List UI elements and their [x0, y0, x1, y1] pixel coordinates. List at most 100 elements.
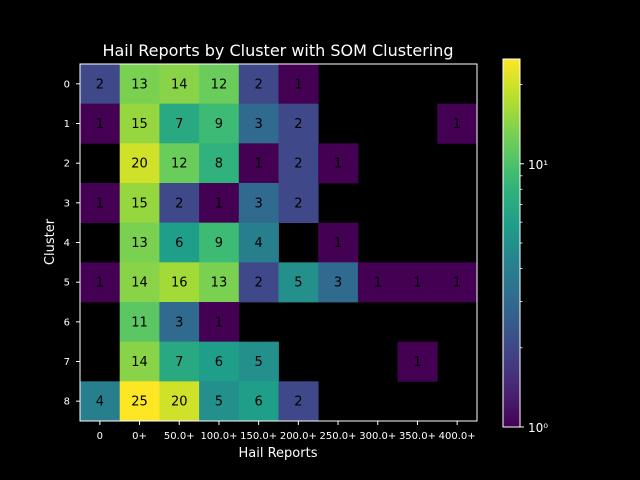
heatmap-cell: [199, 143, 240, 184]
heatmap-cell: [159, 341, 200, 382]
y-tick-label: 6: [64, 317, 70, 328]
y-axis-label: Cluster: [43, 218, 58, 265]
y-tick-label: 0: [64, 79, 70, 90]
heatmap-cell: [159, 64, 200, 105]
heatmap-cell: [119, 341, 160, 382]
heatmap-cell: [199, 103, 240, 144]
cell-value-label: 13: [211, 276, 228, 291]
cell-value-label: 7: [175, 355, 183, 370]
cell-value-label: 1: [413, 276, 421, 291]
cell-value-label: 5: [294, 276, 302, 291]
cell-value-label: 1: [96, 196, 104, 211]
cell-value-label: 1: [453, 276, 461, 291]
heatmap-cell: [278, 64, 319, 105]
heatmap-cell: [278, 262, 319, 303]
cell-value-label: 3: [175, 315, 183, 330]
heatmap-cell: [278, 381, 319, 422]
x-tick-label: 350.0+: [399, 431, 436, 442]
cell-value-label: 2: [294, 196, 302, 211]
heatmap-cell: [199, 381, 240, 422]
cell-value-label: 16: [171, 276, 188, 291]
cell-value-label: 1: [334, 236, 342, 251]
heatmap-cell: [80, 381, 121, 422]
cell-value-label: 5: [255, 355, 263, 370]
heatmap-cell: [199, 341, 240, 382]
heatmap-cell: [238, 222, 279, 263]
heatmap-cell: [238, 143, 279, 184]
cell-value-label: 12: [211, 77, 228, 92]
heatmap-cell: [199, 64, 240, 105]
heatmap-cell: [119, 381, 160, 422]
heatmap-cell: [159, 222, 200, 263]
heatmap-cell: [318, 143, 359, 184]
heatmap-cell: [278, 183, 319, 224]
heatmap-cell: [199, 222, 240, 263]
heatmap-cell: [159, 381, 200, 422]
cell-value-label: 3: [255, 117, 263, 132]
cell-value-label: 2: [255, 77, 263, 92]
cell-value-label: 3: [255, 196, 263, 211]
cell-value-label: 14: [171, 77, 188, 92]
colorbar: 10⁰ 10¹: [502, 58, 548, 435]
heatmap-cell: [119, 143, 160, 184]
heatmap-cell: [80, 183, 121, 224]
heatmap-cell: [159, 262, 200, 303]
cell-value-label: 1: [374, 276, 382, 291]
heatmap-cell: [119, 262, 160, 303]
heatmap-cell: [159, 103, 200, 144]
heatmap-cell: [278, 143, 319, 184]
colorbar-tick-label: 10⁰: [528, 421, 548, 435]
chart-title: Hail Reports by Cluster with SOM Cluster…: [102, 41, 453, 60]
heatmap-cell: [199, 183, 240, 224]
y-tick-label: 4: [64, 238, 70, 249]
plot-area: 2 13 14 12 2 11 15 7 9 3 2 120 12 8 1 2 11 15 2 1 3 213 6 9 4 11 1…: [64, 63, 478, 442]
heatmap-cell: [159, 143, 200, 184]
heatmap-cell: [199, 262, 240, 303]
heatmap-cell: [397, 341, 438, 382]
heatmap-cell: [80, 262, 121, 303]
cell-value-label: 1: [413, 355, 421, 370]
heatmap-cell: [199, 302, 240, 343]
heatmap-cell: [357, 262, 398, 303]
heatmap-cell: [238, 262, 279, 303]
cell-value-label: 2: [175, 196, 183, 211]
heatmap-cell: [119, 64, 160, 105]
cell-value-label: 20: [171, 395, 188, 410]
cell-value-label: 15: [131, 117, 148, 132]
cell-value-label: 9: [215, 117, 223, 132]
cell-value-label: 2: [294, 395, 302, 410]
cell-value-label: 5: [215, 395, 223, 410]
cell-value-label: 1: [96, 276, 104, 291]
heatmap-cell: [238, 341, 279, 382]
heatmap-cell: [318, 262, 359, 303]
cell-value-label: 25: [131, 395, 148, 410]
cell-value-label: 11: [131, 315, 148, 330]
heatmap-cell: [119, 103, 160, 144]
x-tick-label: 150.0+: [240, 431, 277, 442]
heatmap-cell: [159, 183, 200, 224]
cell-value-label: 4: [255, 236, 263, 251]
y-tick-label: 3: [64, 198, 70, 209]
y-tick-label: 2: [64, 159, 70, 170]
heatmap-cell: [119, 302, 160, 343]
heatmap-cell: [437, 262, 478, 303]
cell-value-label: 1: [334, 157, 342, 172]
cell-value-label: 1: [215, 315, 223, 330]
cell-value-label: 1: [294, 77, 302, 92]
y-tick-label: 8: [64, 397, 70, 408]
cell-value-label: 6: [255, 395, 263, 410]
cell-value-label: 1: [453, 117, 461, 132]
heatmap-cell: [119, 222, 160, 263]
heatmap-cell: [318, 222, 359, 263]
x-tick-label: 300.0+: [359, 431, 396, 442]
heatmap-cell: [238, 183, 279, 224]
cell-value-label: 13: [131, 236, 148, 251]
heatmap-cell: [238, 64, 279, 105]
cell-value-label: 3: [334, 276, 342, 291]
cell-value-label: 6: [175, 236, 183, 251]
heatmap-cell: [397, 262, 438, 303]
cell-value-label: 1: [255, 157, 263, 172]
heatmap-cell: [437, 103, 478, 144]
cell-value-label: 1: [96, 117, 104, 132]
